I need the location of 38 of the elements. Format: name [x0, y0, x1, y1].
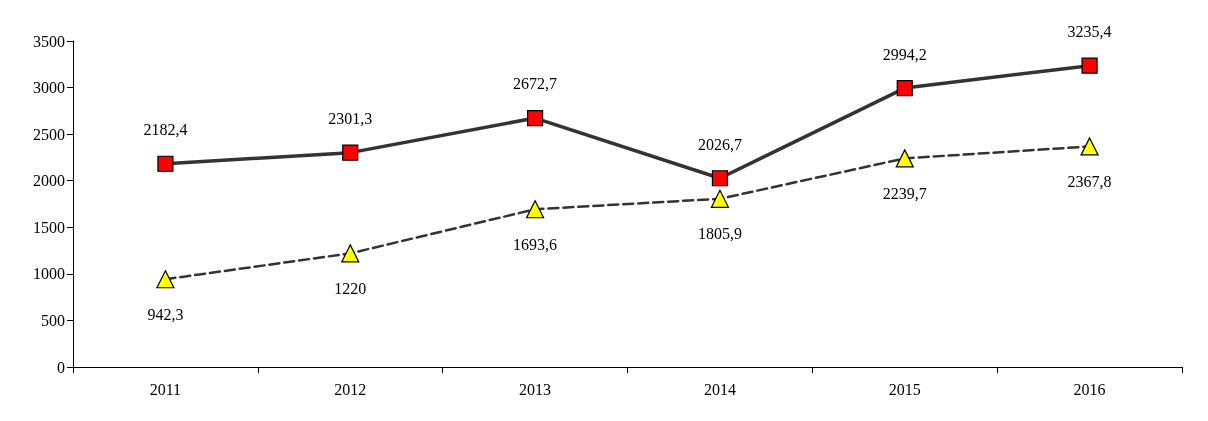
y-tick-label: 3500 — [33, 32, 65, 50]
x-tick-label: 2012 — [334, 380, 367, 398]
point — [342, 144, 359, 161]
data-label: 3235,4 — [1067, 23, 1112, 41]
point — [526, 109, 544, 127]
data-label: 2239,7 — [882, 184, 927, 202]
point — [896, 80, 913, 97]
point — [1080, 137, 1099, 156]
point — [1081, 57, 1098, 74]
point — [156, 270, 175, 289]
data-label: 2367,8 — [1067, 173, 1112, 191]
y-tick-label: 500 — [41, 311, 65, 329]
x-tick-label: 2013 — [519, 380, 552, 398]
point — [157, 155, 174, 172]
data-label: 1805,9 — [697, 225, 742, 243]
x-tick-label: 2015 — [888, 380, 921, 398]
x-tick-label: 2014 — [703, 380, 736, 398]
y-tick-label: 1500 — [33, 218, 65, 236]
x-tick-label: 2011 — [149, 380, 182, 398]
point — [525, 200, 545, 219]
point — [711, 170, 729, 187]
data-label: 1693,6 — [513, 235, 558, 253]
data-label: 2301,3 — [328, 110, 373, 128]
data-label: 2672,7 — [513, 75, 558, 93]
y-tick-label: 1000 — [33, 265, 65, 283]
data-label: 942,3 — [147, 305, 184, 323]
point — [341, 244, 360, 263]
point — [895, 149, 914, 168]
y-tick-label: 2500 — [33, 125, 65, 143]
point — [710, 189, 730, 208]
x-tick-label: 2016 — [1073, 380, 1106, 398]
y-tick-label: 0 — [57, 358, 65, 376]
data-label: 1220 — [334, 279, 367, 297]
data-label: 2026,7 — [697, 135, 742, 153]
y-tick-label: 2000 — [33, 172, 65, 190]
y-tick-label: 3000 — [33, 79, 65, 97]
data-label: 2182,4 — [143, 121, 188, 139]
data-label: 2994,2 — [882, 45, 927, 63]
